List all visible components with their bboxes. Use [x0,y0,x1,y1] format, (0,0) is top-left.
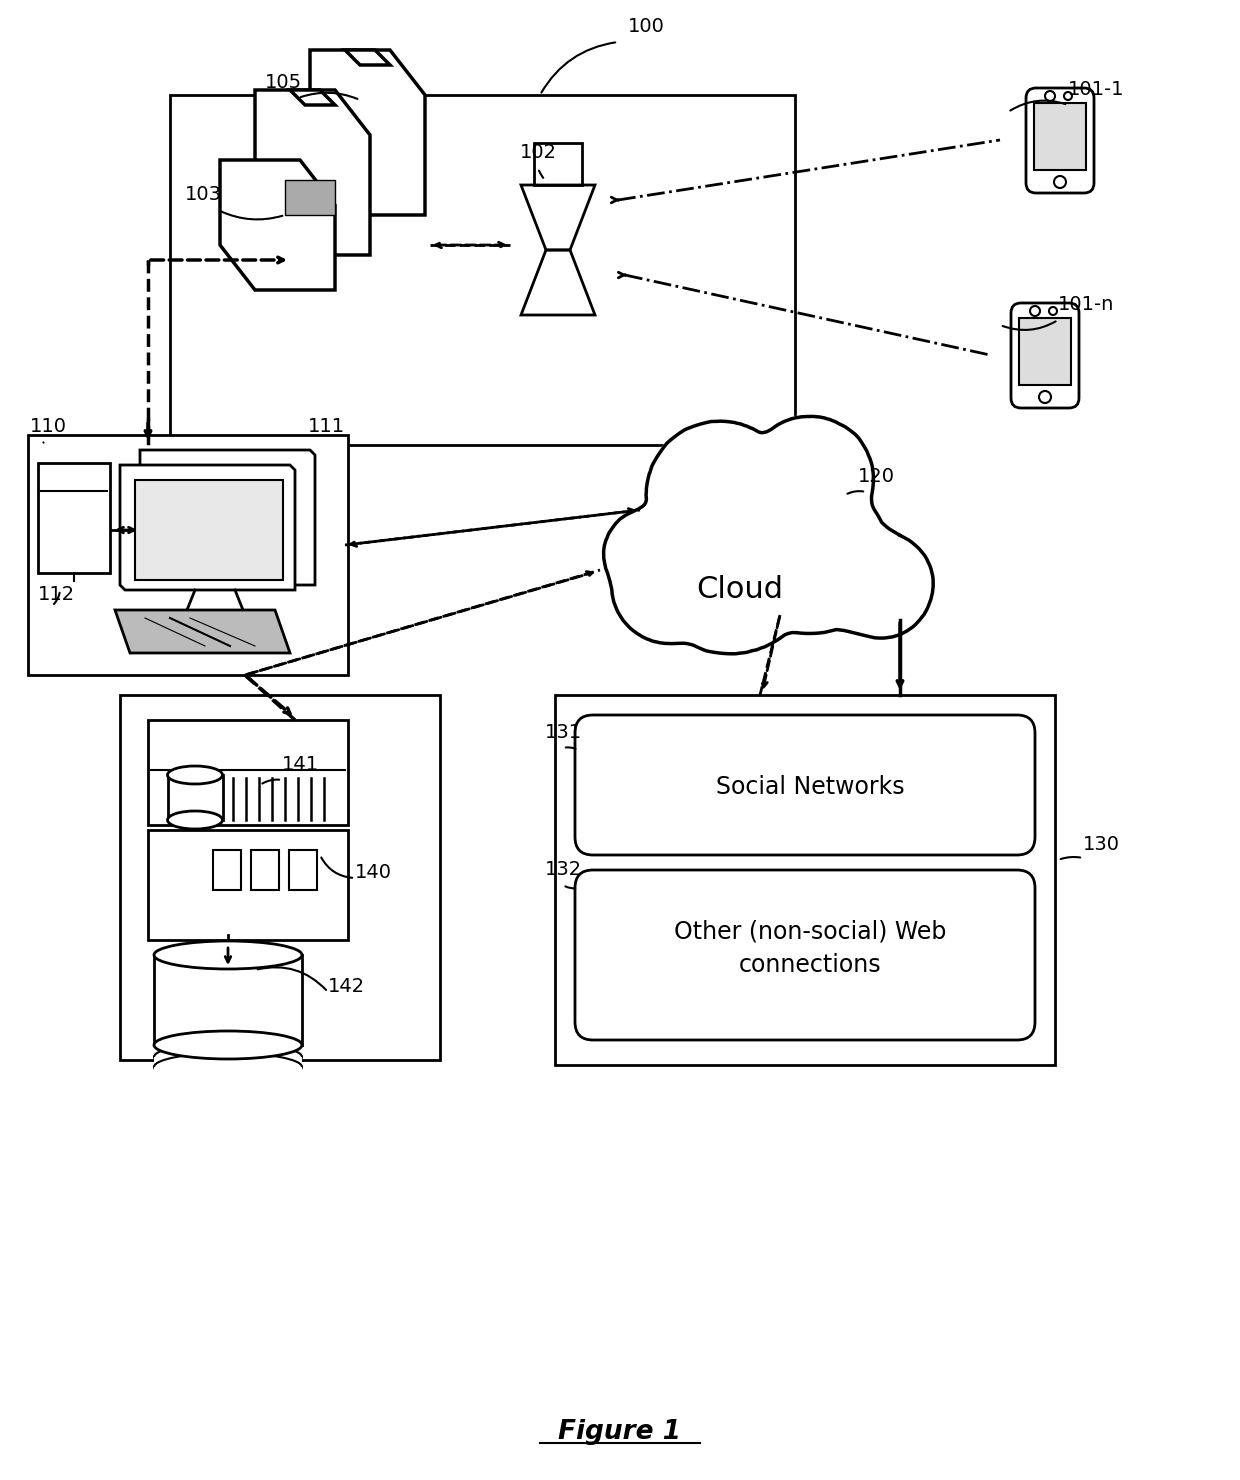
Polygon shape [115,610,290,653]
Ellipse shape [154,941,303,969]
Text: Cloud: Cloud [697,576,784,604]
Text: 100: 100 [627,16,665,36]
Polygon shape [140,450,315,585]
Bar [170,95,795,445]
Bar [1019,318,1071,385]
Circle shape [640,475,820,656]
Bar [556,696,1055,1066]
Bar [154,1067,303,1086]
Text: 102: 102 [520,144,557,161]
Bar [38,463,110,573]
Text: Other (non-social) Web
connections: Other (non-social) Web connections [673,919,946,977]
Text: 141: 141 [281,755,319,774]
Text: Figure 1: Figure 1 [558,1419,682,1444]
Text: 103: 103 [185,185,222,204]
Text: 112: 112 [38,585,76,604]
Text: 132: 132 [546,860,582,879]
Ellipse shape [167,767,222,784]
Text: 105: 105 [265,73,303,92]
FancyBboxPatch shape [575,715,1035,855]
Text: 101-1: 101-1 [1068,80,1125,99]
Text: 111: 111 [308,417,345,437]
FancyBboxPatch shape [575,870,1035,1040]
Bar [120,696,440,1060]
Text: 140: 140 [355,863,392,882]
Bar [135,480,283,580]
Ellipse shape [167,811,222,829]
Circle shape [825,530,935,639]
Ellipse shape [154,1032,303,1060]
FancyBboxPatch shape [1025,87,1094,192]
Text: 120: 120 [858,468,895,485]
Polygon shape [285,181,335,215]
Circle shape [730,475,890,635]
Text: 110: 110 [30,417,67,437]
Bar [29,435,348,675]
Bar [148,830,348,940]
Bar [148,719,348,824]
Polygon shape [310,50,425,215]
Polygon shape [219,160,335,290]
Text: 131: 131 [546,724,582,741]
Bar [534,144,582,185]
Circle shape [601,508,698,602]
Bar [1034,104,1086,170]
Polygon shape [255,90,370,255]
Text: 130: 130 [1083,835,1120,854]
Circle shape [645,420,795,570]
Polygon shape [290,90,335,105]
FancyBboxPatch shape [1011,303,1079,408]
Text: 101-n: 101-n [1058,295,1115,314]
Bar [289,850,317,889]
Bar [250,850,279,889]
Bar [167,776,223,820]
Circle shape [610,525,730,645]
Polygon shape [120,465,295,591]
Text: Social Networks: Social Networks [715,776,904,799]
Circle shape [745,414,875,545]
Polygon shape [345,50,391,65]
Bar [154,1057,303,1077]
Bar [213,850,241,889]
Text: 142: 142 [329,977,365,996]
